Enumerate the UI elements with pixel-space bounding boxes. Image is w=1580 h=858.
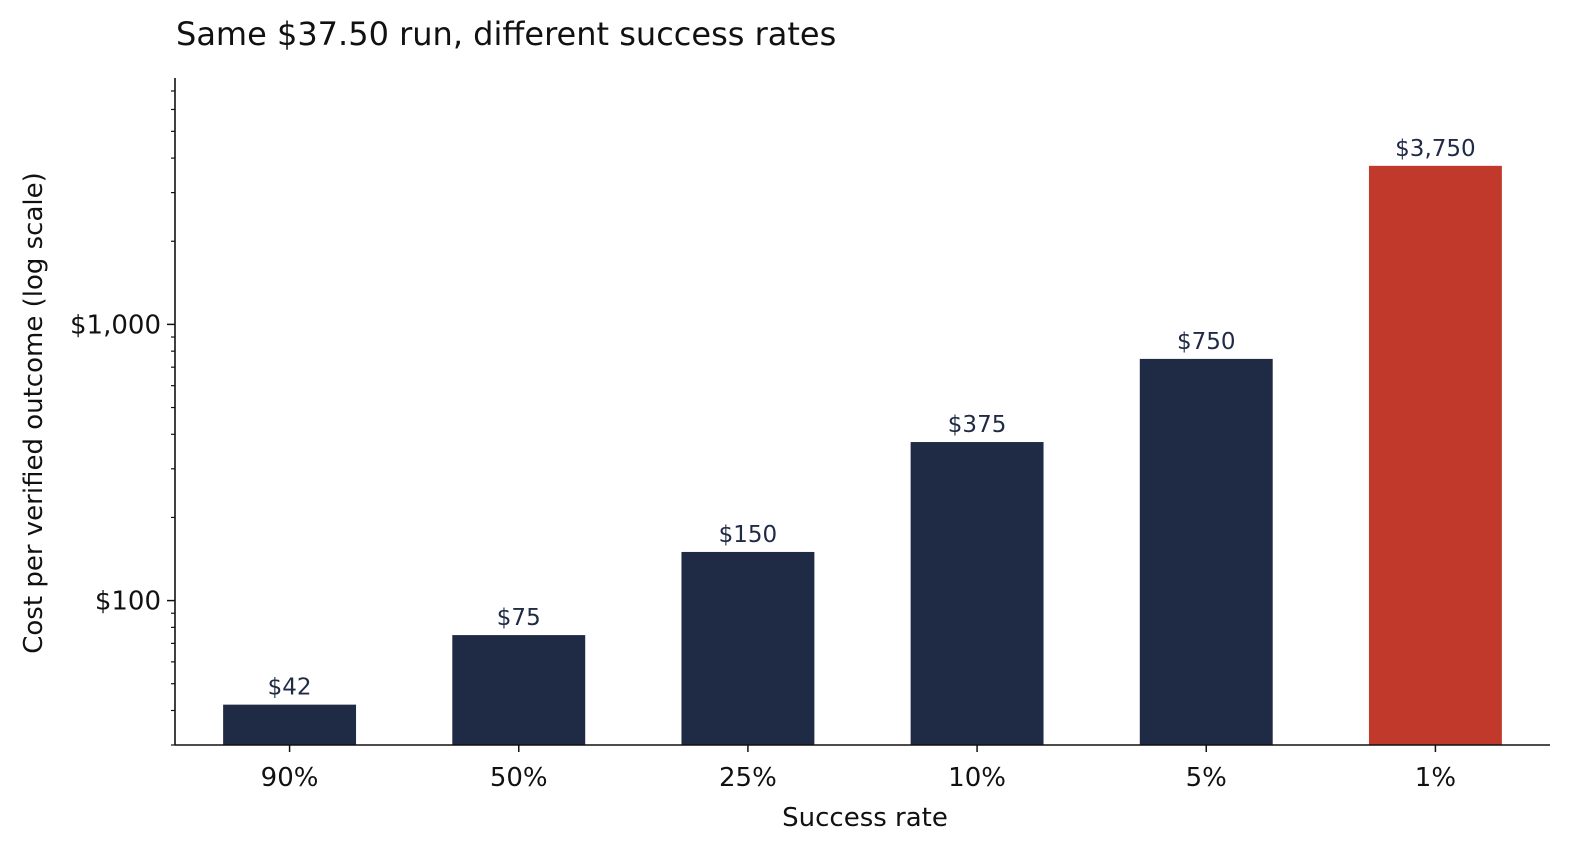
y-axis-label: Cost per verified outcome (log scale) <box>19 172 49 654</box>
data-label-4: $750 <box>1177 329 1236 355</box>
x-tick-label-3: 10% <box>948 763 1006 793</box>
bar-5 <box>1368 165 1502 745</box>
data-label-1: $75 <box>497 605 541 631</box>
bar-0 <box>223 704 357 745</box>
data-label-5: $3,750 <box>1395 136 1475 162</box>
y-tick-label-1: $1,000 <box>70 310 161 340</box>
data-label-3: $375 <box>948 412 1007 438</box>
x-tick-label-0: 90% <box>261 763 319 793</box>
x-tick-label-5: 1% <box>1415 763 1456 793</box>
x-axis-label: Success rate <box>782 803 948 833</box>
x-tick-label-4: 5% <box>1186 763 1227 793</box>
bar-1 <box>452 635 586 745</box>
x-tick-label-2: 25% <box>719 763 777 793</box>
plot-area: $42 90% $75 50% $150 25% $375 10% $750 5% $3,750 1%… <box>70 78 1550 793</box>
x-tick-label-1: 50% <box>490 763 548 793</box>
chart-title: Same $37.50 run, different success rates <box>176 15 836 53</box>
y-tick-label-0: $100 <box>95 587 161 617</box>
bar-3 <box>910 442 1044 745</box>
data-label-2: $150 <box>719 522 778 548</box>
bar-2 <box>681 551 815 745</box>
data-label-0: $42 <box>268 675 312 701</box>
bar-4 <box>1139 358 1273 745</box>
